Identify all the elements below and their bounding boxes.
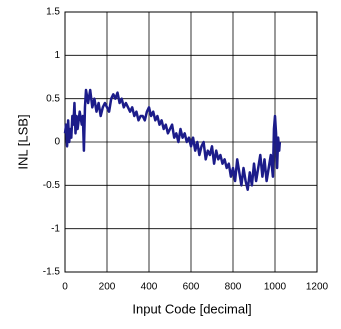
x-tick-label: 400 [141, 282, 158, 293]
y-axis-label: INL [LSB] [15, 114, 30, 169]
y-tick-label: 0.5 [46, 93, 60, 104]
x-tick-label: 600 [183, 282, 200, 293]
plot-frame [64, 11, 318, 273]
x-tick-label: 1200 [306, 282, 329, 293]
x-tick-label: 800 [225, 282, 242, 293]
y-tick-label: -1 [51, 223, 60, 234]
y-tick-label: 1.5 [46, 7, 60, 18]
x-tick-label: 200 [99, 282, 116, 293]
x-tick-label: 0 [62, 282, 68, 293]
x-tick-label: 1000 [264, 282, 287, 293]
y-tick-label: 0 [54, 137, 60, 148]
x-axis-label: Input Code [decimal] [132, 301, 251, 316]
data-line [63, 88, 282, 191]
y-tick-label: -1.5 [43, 267, 61, 278]
y-tick-label: 1 [54, 50, 60, 61]
y-tick-label: -0.5 [43, 180, 61, 191]
